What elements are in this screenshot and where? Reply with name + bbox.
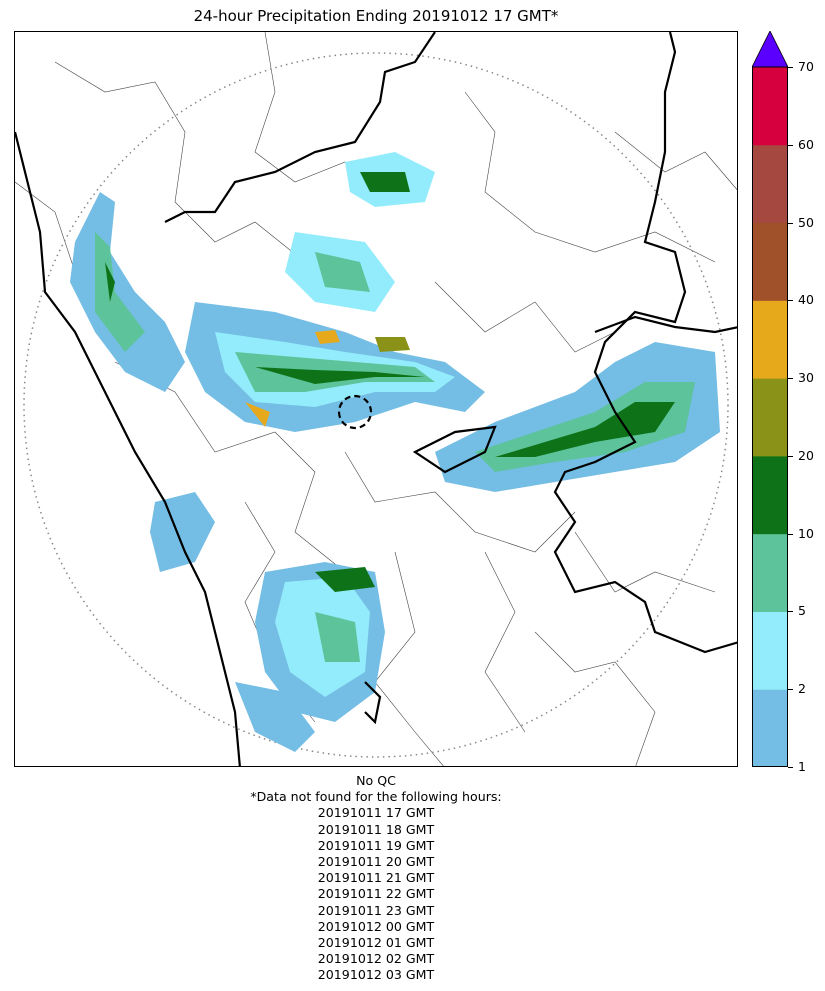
colorbar-extend-arrow	[751, 30, 789, 68]
colorbar-tick-label: 30	[798, 370, 814, 386]
colorbar-tick	[788, 67, 793, 68]
colorbar-segment	[752, 455, 788, 535]
colorbar-tick	[788, 611, 793, 613]
map-title: 24-hour Precipitation Ending 20191012 17…	[193, 7, 559, 25]
colorbar-segment	[752, 222, 788, 301]
state-boundaries	[15, 32, 737, 766]
colorbar-segment	[752, 67, 788, 146]
colorbar-segment	[752, 689, 788, 768]
colorbar-segment	[752, 144, 788, 224]
missing-hour: 20191012 03 GMT	[317, 967, 435, 983]
colorbar-tick	[788, 766, 793, 768]
colorbar-tick	[788, 378, 793, 380]
notes-block: No QC *Data not found for the following …	[14, 773, 738, 984]
colorbar-tick-label: 40	[798, 292, 814, 308]
precipitation-colorbar	[751, 30, 789, 768]
missing-hour: 20191011 22 GMT	[317, 886, 435, 902]
colorbar-tick-label: 10	[798, 525, 814, 541]
colorbar-tick-label: 70	[798, 59, 814, 74]
missing-hour: 20191012 02 GMT	[317, 951, 435, 967]
colorbar-frame	[752, 66, 788, 767]
precipitation-field	[70, 152, 720, 752]
colorbar-segment	[752, 300, 788, 379]
missing-hour: 20191011 17 GMT	[317, 805, 435, 821]
qc-note: No QC	[356, 773, 396, 788]
colorbar-tick	[788, 689, 793, 691]
missing-hour: 20191011 20 GMT	[317, 854, 435, 870]
colorbar-segment	[752, 378, 788, 457]
colorbar-tick-label: 20	[798, 447, 814, 463]
colorbar-tick	[788, 455, 793, 457]
colorbar-tick-label: 2	[798, 681, 806, 697]
map-canvas	[15, 32, 737, 766]
missing-hour: 20191011 18 GMT	[317, 821, 435, 837]
missing-hour: 20191011 23 GMT	[317, 902, 435, 918]
missing-hour: 20191012 00 GMT	[317, 918, 435, 934]
colorbar-tick-label: 50	[798, 214, 814, 230]
colorbar-tick	[788, 300, 793, 302]
colorbar-svg	[751, 30, 789, 768]
radar-map[interactable]	[14, 31, 738, 767]
missing-hour: 20191011 19 GMT	[317, 837, 435, 853]
colorbar-segment	[752, 533, 788, 612]
radar-range-ring	[23, 52, 729, 758]
colorbar-tick	[788, 533, 793, 535]
colorbar-tick-label: 60	[798, 136, 814, 152]
missing-data-header: *Data not found for the following hours:	[250, 789, 502, 805]
colorbar-tick-label: 5	[798, 603, 806, 619]
district-boundaries	[15, 32, 737, 766]
colorbar-tick-label: 1	[798, 758, 806, 774]
colorbar-tick	[788, 144, 793, 146]
colorbar-tick	[788, 222, 793, 224]
colorbar-segment	[752, 611, 788, 690]
missing-hour: 20191012 01 GMT	[317, 935, 435, 951]
missing-hour: 20191011 21 GMT	[317, 870, 435, 886]
